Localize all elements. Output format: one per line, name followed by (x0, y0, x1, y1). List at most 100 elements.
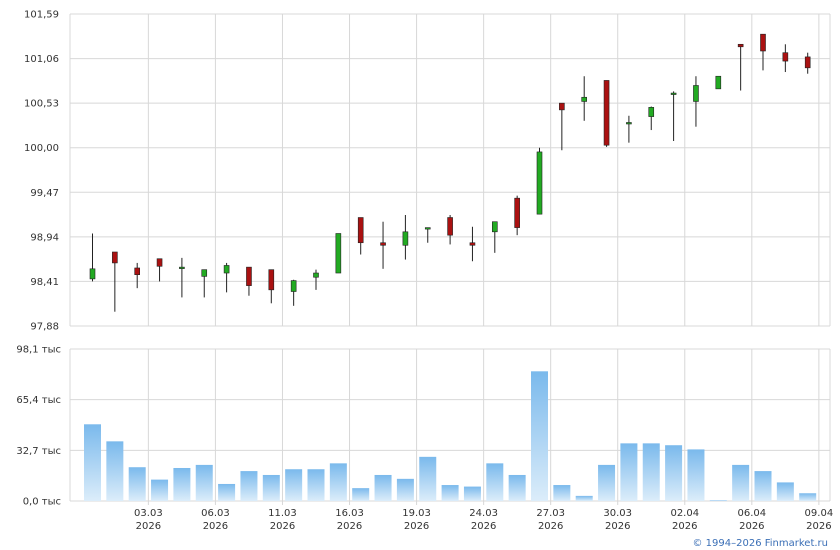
candle (514, 195, 520, 236)
candle-body (536, 151, 543, 215)
candle (447, 214, 453, 245)
volume-bar (218, 483, 236, 501)
year-tick-label: 2026 (471, 521, 496, 532)
candle-body (357, 217, 364, 244)
candle (424, 227, 431, 243)
candle (491, 221, 498, 253)
candle-body (156, 258, 163, 267)
volume-bar (709, 500, 727, 501)
volume-bar (553, 485, 571, 501)
candle (603, 80, 610, 147)
candle-body (246, 266, 252, 286)
volume-bar (329, 463, 347, 501)
volume-bar (687, 449, 705, 501)
volume-bar (598, 464, 616, 501)
candle-body (469, 242, 476, 246)
candle (380, 221, 386, 269)
year-tick-label: 2026 (806, 521, 831, 532)
volume-bar (195, 464, 213, 501)
volume-bar (486, 463, 504, 501)
candle-body (134, 267, 140, 276)
candle-body (491, 221, 498, 233)
date-tick-label: 27.03 (536, 508, 565, 519)
volume-axis: 98,1 тыс 65,4 тыс 32,7 тыс 0,0 тыс (16, 345, 61, 508)
candle (246, 266, 252, 296)
candle (581, 76, 588, 121)
candle (201, 269, 208, 298)
candle-body (670, 92, 677, 95)
candle (268, 269, 275, 304)
candlestick-series (89, 33, 811, 312)
candle-body (715, 75, 722, 90)
volume-bar (374, 474, 392, 501)
candle-body (626, 122, 632, 125)
candle (559, 102, 565, 151)
candle-body (804, 56, 811, 69)
price-tick-label: 99,47 (30, 188, 59, 199)
candle (648, 106, 655, 131)
candle-body (514, 197, 520, 228)
volume-bar (732, 464, 750, 501)
volume-bar (531, 371, 548, 501)
date-tick-label: 02.04 (670, 508, 699, 519)
candle (223, 262, 230, 293)
candle-body (335, 233, 342, 274)
year-tick-label: 2026 (672, 521, 697, 532)
price-tick-label: 101,59 (24, 10, 59, 21)
volume-bar (799, 493, 817, 501)
year-tick-label: 2026 (538, 521, 563, 532)
candle (89, 233, 96, 282)
volume-tick-label: 32,7 тыс (16, 446, 61, 457)
volume-bar (106, 441, 124, 501)
candle-body (424, 227, 431, 230)
candle-body (290, 280, 297, 292)
candle (134, 262, 140, 289)
price-tick-label: 98,41 (30, 277, 59, 288)
price-axis: 101,59 101,06 100,53 100,00 99,47 98,94 98,41 9… (24, 10, 59, 333)
candle (179, 257, 185, 298)
year-tick-label: 2026 (739, 521, 764, 532)
date-tick-label: 24.03 (469, 508, 498, 519)
candle (760, 33, 766, 71)
candle-body (648, 107, 655, 117)
candle (313, 269, 319, 290)
candle-body (268, 269, 275, 291)
year-tick-label: 2026 (404, 521, 429, 532)
volume-bar (620, 443, 638, 501)
price-tick-label: 100,53 (24, 99, 59, 110)
candle (693, 76, 699, 127)
volume-bar-series (84, 371, 817, 501)
volume-bar (262, 474, 280, 501)
price-tick-label: 101,06 (24, 54, 59, 65)
price-tick-label: 98,94 (30, 232, 59, 243)
candle-body (581, 96, 588, 102)
candle (112, 251, 118, 312)
candle (469, 226, 476, 262)
volume-bar (307, 469, 325, 501)
candle-body (693, 85, 699, 102)
copyright-credit[interactable]: © 1994–2026 Finmarket.ru (692, 538, 828, 549)
candle-body (313, 272, 319, 278)
candle-body (737, 43, 744, 48)
price-tick-label: 97,88 (30, 322, 59, 333)
candle (626, 115, 632, 143)
year-tick-label: 2026 (337, 521, 362, 532)
price-tick-label: 100,00 (24, 143, 59, 154)
year-tick-label: 2026 (605, 521, 630, 532)
candle (357, 217, 364, 255)
volume-tick-label: 0,0 тыс (23, 497, 61, 508)
candle-body (603, 80, 610, 146)
candle-body (559, 102, 565, 111)
year-tick-label: 2026 (203, 521, 228, 532)
volume-bar (285, 469, 303, 501)
date-tick-label: 06.03 (201, 508, 230, 519)
candle-body (760, 33, 766, 52)
candle (402, 214, 409, 260)
candle-body (201, 269, 208, 277)
volume-tick-label: 98,1 тыс (16, 345, 61, 356)
volume-bar (419, 456, 437, 501)
volume-bar (463, 486, 481, 501)
candle (536, 147, 543, 215)
volume-bar (441, 485, 459, 501)
